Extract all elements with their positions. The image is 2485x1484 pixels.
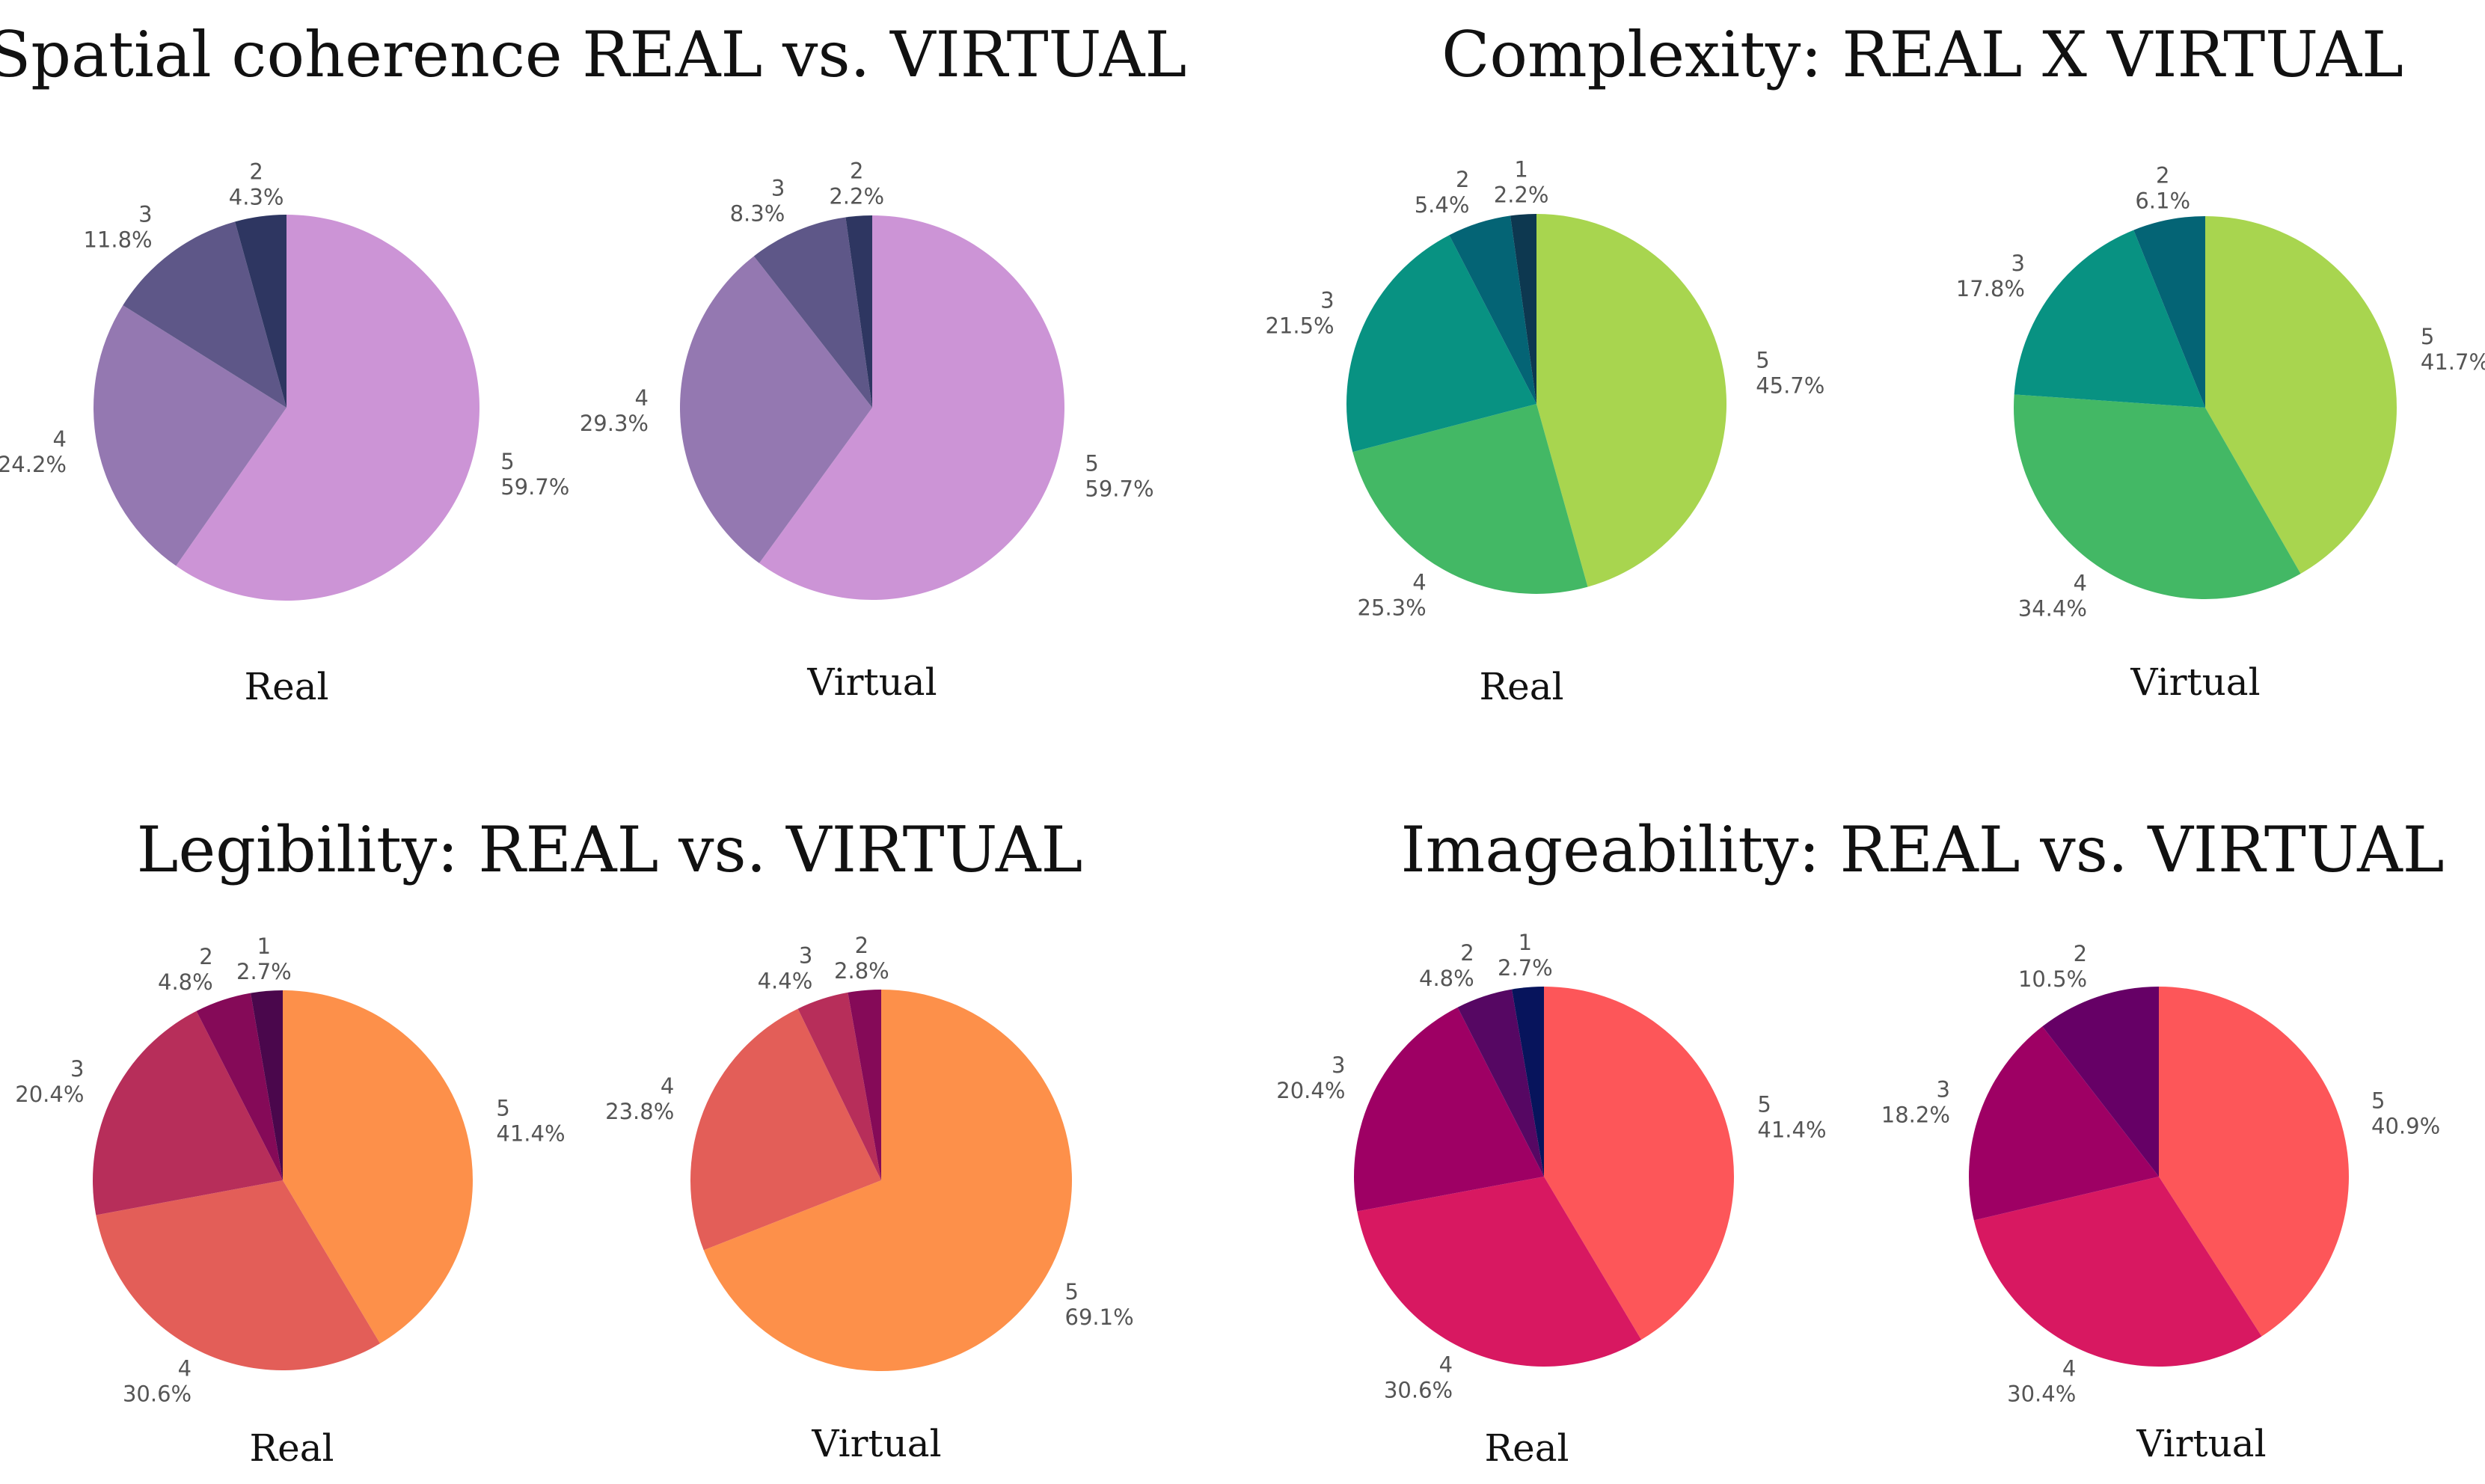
- pie-complexity-virtual: 5 41.7% 4 34.4% 3 17.8% 2 6.1%: [1956, 163, 2485, 622]
- slice-label-2: 2 4.8%: [1419, 940, 1474, 991]
- slice-label-4: 4 30.6%: [123, 1356, 191, 1407]
- pie-slice-1: [251, 990, 283, 1180]
- slice-label-1: 1 2.7%: [1498, 930, 1553, 981]
- slice-label-2: 2 4.8%: [158, 944, 213, 995]
- pie-spatial-virtual: 5 59.7% 4 29.3% 3 8.3% 2 2.2%: [580, 159, 1154, 600]
- pie-caption-spatial-virtual: Virtual: [806, 660, 937, 704]
- slice-label-5: 5 69.1%: [1065, 1279, 1134, 1330]
- pie-slice-5: [703, 990, 1072, 1372]
- pie-slice-3: [123, 221, 287, 408]
- pie-imageability-real: 5 41.4% 4 30.6% 3 20.4% 2 4.8% 1 2.7%: [1276, 930, 1826, 1403]
- pie-slice-4: [690, 1008, 881, 1251]
- panel-title-complexity: Complexity: REAL X VIRTUAL: [1441, 18, 2403, 91]
- slice-label-2: 2 5.4%: [1415, 167, 1470, 218]
- pie-slice-4: [679, 256, 872, 563]
- pie-slice-3: [1346, 235, 1536, 453]
- slice-label-4: 4 29.3%: [580, 385, 649, 436]
- slice-label-3: 3 17.8%: [1956, 251, 2025, 301]
- slice-label-3: 3 4.4%: [758, 943, 813, 994]
- slice-label-4: 4 24.2%: [0, 426, 67, 477]
- pie-slice-4: [93, 305, 287, 566]
- slice-label-3: 3 18.2%: [1881, 1077, 1950, 1128]
- pie-caption-imageability-real: Real: [1484, 1426, 1569, 1470]
- slice-label-1: 1 2.2%: [1494, 157, 1549, 208]
- pie-slice-2: [1449, 215, 1536, 404]
- slice-label-3: 3 11.8%: [83, 202, 152, 253]
- panel-title-legibility: Legibility: REAL vs. VIRTUAL: [137, 813, 1083, 886]
- slice-label-3: 3 20.4%: [1276, 1052, 1345, 1103]
- slice-label-5: 5 41.7%: [2421, 324, 2485, 375]
- pie-slice-4: [1352, 404, 1588, 595]
- pie-caption-legibility-virtual: Virtual: [811, 1422, 941, 1465]
- slice-label-4: 4 34.4%: [2018, 571, 2087, 622]
- slice-label-5: 5 41.4%: [1757, 1091, 1826, 1142]
- pie-slice-3: [1968, 1026, 2159, 1221]
- slice-label-2: 2 2.8%: [834, 933, 889, 984]
- slice-label-4: 4 30.4%: [2007, 1356, 2076, 1407]
- pie-slice-4: [1973, 1177, 2262, 1367]
- pie-slice-2: [1457, 989, 1544, 1177]
- slice-label-5: 5 59.7%: [500, 449, 569, 500]
- pie-slice-5: [759, 215, 1064, 600]
- pie-slice-5: [1536, 214, 1727, 587]
- pie-slice-2: [845, 215, 872, 408]
- pie-slice-2: [235, 215, 287, 408]
- slice-label-2: 2 6.1%: [2135, 163, 2190, 214]
- pie-slice-1: [1512, 987, 1544, 1177]
- pie-slice-3: [797, 992, 881, 1180]
- pie-caption-imageability-virtual: Virtual: [2136, 1422, 2266, 1465]
- panel-title-spatial-coherence: Spatial coherence REAL vs. VIRTUAL: [0, 18, 1186, 91]
- pie-caption-complexity-virtual: Virtual: [2130, 660, 2260, 704]
- pie-slice-5: [1544, 987, 1734, 1340]
- pie-slice-4: [96, 1180, 381, 1370]
- pie-slice-2: [2042, 987, 2159, 1177]
- pie-slice-2: [2133, 216, 2205, 408]
- slice-label-2: 2 10.5%: [2018, 941, 2087, 992]
- pie-slice-2: [848, 990, 881, 1180]
- slice-label-2: 2 2.2%: [829, 159, 884, 209]
- pie-slice-4: [2013, 394, 2301, 600]
- slice-label-3: 3 8.3%: [730, 176, 785, 227]
- pie-slice-3: [2014, 230, 2205, 408]
- pie-caption-spatial-real: Real: [244, 665, 328, 708]
- pie-slice-3: [753, 217, 872, 408]
- slice-label-4: 4 23.8%: [605, 1073, 674, 1124]
- slice-label-3: 3 20.4%: [15, 1056, 84, 1107]
- panel-title-imageability: Imageability: REAL vs. VIRTUAL: [1400, 813, 2444, 886]
- pie-spatial-real: 5 59.7% 4 24.2% 3 11.8% 2 4.3%: [0, 159, 569, 601]
- pie-slice-3: [93, 1011, 283, 1215]
- slice-label-5: 5 45.7%: [1756, 348, 1824, 399]
- pie-slice-5: [283, 990, 473, 1344]
- slice-label-5: 5 41.4%: [496, 1095, 565, 1146]
- pie-legibility-real: 5 41.4% 4 30.6% 3 20.4% 2 4.8% 1 2.7%: [15, 933, 565, 1407]
- pie-caption-legibility-real: Real: [249, 1426, 334, 1470]
- pie-legibility-virtual: 5 69.1% 4 23.8% 3 4.4% 2 2.8%: [605, 933, 1134, 1372]
- pie-imageability-virtual: 5 40.9% 4 30.4% 3 18.2% 2 10.5%: [1881, 941, 2440, 1407]
- pie-slice-4: [1357, 1177, 1642, 1367]
- slice-label-1: 1 2.7%: [236, 933, 292, 984]
- pie-slice-1: [1510, 214, 1536, 404]
- pie-slice-5: [2159, 987, 2349, 1337]
- pie-complexity-real: 5 45.7% 4 25.3% 3 21.5% 2 5.4% 1 2.2%: [1265, 157, 1824, 621]
- pie-slice-3: [1354, 1007, 1544, 1212]
- pie-slice-5: [2205, 216, 2397, 574]
- slice-label-5: 5 40.9%: [2371, 1088, 2440, 1139]
- slice-label-3: 3 21.5%: [1265, 288, 1334, 339]
- pie-slice-5: [176, 215, 479, 601]
- pie-slice-2: [196, 993, 283, 1180]
- slice-label-4: 4 25.3%: [1358, 570, 1427, 621]
- pie-caption-complexity-real: Real: [1479, 665, 1563, 708]
- slice-label-5: 5 59.7%: [1085, 450, 1153, 501]
- slice-label-4: 4 30.6%: [1384, 1352, 1453, 1403]
- slice-label-2: 2 4.3%: [229, 159, 284, 210]
